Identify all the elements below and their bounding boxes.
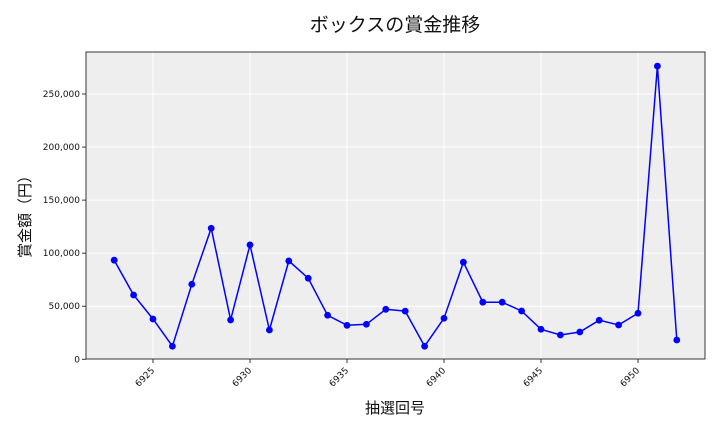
data-point (440, 314, 448, 322)
series-line (110, 62, 681, 350)
data-point (382, 305, 390, 313)
data-point (518, 307, 525, 315)
data-point (498, 298, 506, 306)
data-point (285, 257, 293, 265)
x-tick-label: 6945 (522, 366, 545, 389)
x-tick-label: 6935 (328, 366, 351, 389)
data-point (421, 342, 428, 350)
y-tick-label: 0 (74, 355, 80, 365)
data-point (169, 342, 176, 350)
data-point (479, 298, 487, 306)
data-point (304, 274, 312, 282)
data-point (537, 325, 545, 333)
y-tick-label: 250,000 (43, 90, 80, 100)
plot-area (86, 52, 705, 359)
data-point (460, 258, 467, 266)
y-tick-label: 150,000 (43, 196, 80, 206)
data-point (188, 280, 196, 288)
x-tick-label: 6950 (619, 366, 642, 389)
x-tick-label: 6930 (231, 366, 254, 389)
data-point (207, 224, 215, 232)
axes-frame (85, 51, 706, 360)
x-axis-label: 抽選回号 (364, 399, 425, 417)
y-tick-label: 50,000 (49, 302, 81, 312)
data-point (266, 326, 273, 334)
data-point (634, 309, 642, 317)
y-tick-label: 200,000 (43, 143, 80, 153)
data-point (246, 241, 254, 249)
data-point (615, 321, 622, 329)
data-point (401, 307, 409, 315)
data-point (363, 320, 370, 328)
grid-lines (86, 52, 705, 359)
data-point (110, 256, 118, 264)
data-point (576, 328, 584, 336)
data-point (557, 331, 564, 339)
data-point (343, 321, 351, 329)
y-tick-label: 100,000 (43, 249, 80, 259)
data-point (595, 316, 603, 324)
data-point (149, 315, 157, 323)
x-tick-label: 6940 (425, 366, 448, 389)
data-point (227, 316, 235, 324)
x-tick-label: 6925 (134, 366, 157, 389)
data-line (113, 66, 678, 348)
chart-title: ボックスの賞金推移 (309, 14, 481, 36)
data-point (654, 62, 661, 70)
data-point (130, 291, 138, 299)
data-point (324, 311, 331, 319)
data-point (673, 336, 681, 344)
